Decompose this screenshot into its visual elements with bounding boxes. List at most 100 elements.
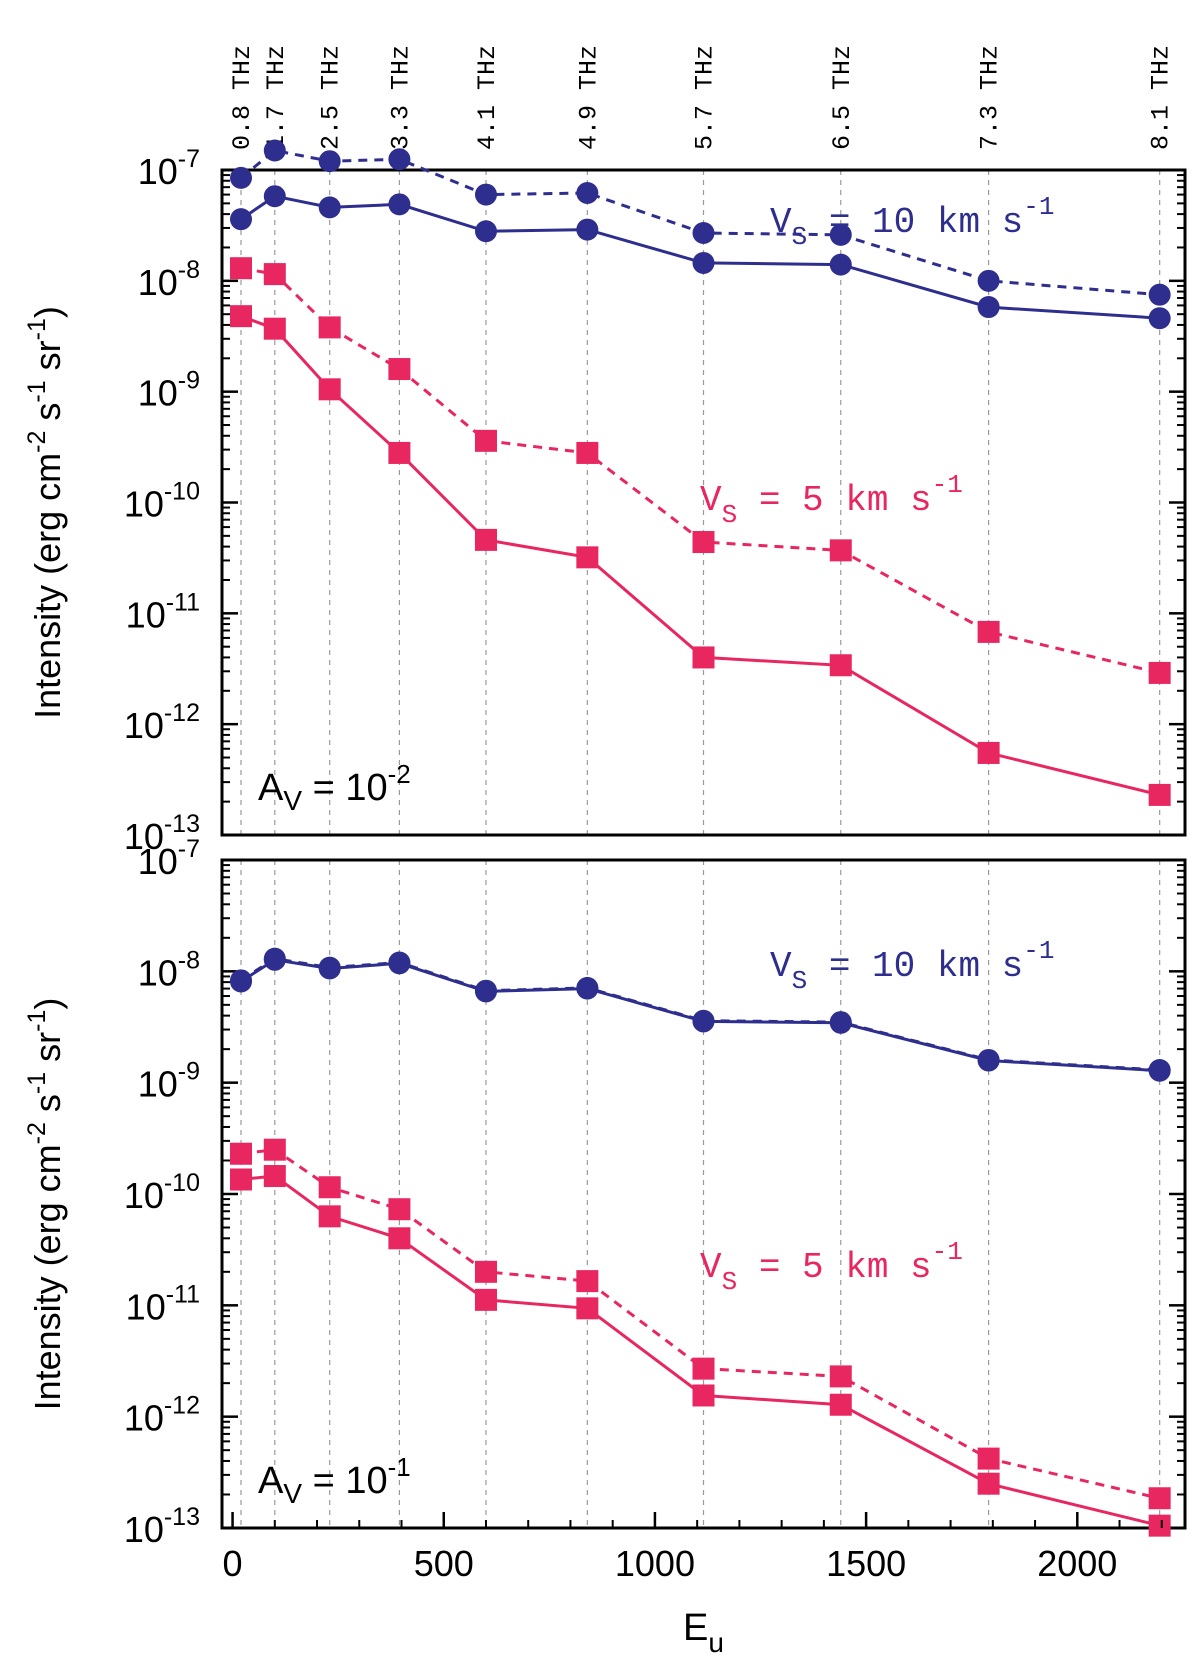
data-point-Vs10-solid <box>263 948 286 971</box>
y-tick-label: 10-12 <box>124 1392 200 1439</box>
data-point-Vs10-dashed <box>474 183 497 206</box>
data-point-Vs5-solid <box>263 317 286 340</box>
y-tick-label: 10-7 <box>138 145 200 192</box>
data-point-Vs10-solid <box>318 196 341 219</box>
data-point-Vs5-dashed <box>318 1176 341 1199</box>
data-point-Vs5-solid <box>388 1227 411 1250</box>
data-point-Vs5-solid <box>230 1168 253 1191</box>
data-point-Vs5-solid <box>576 546 599 569</box>
top-freq-label: 7.3 THz <box>976 45 1005 150</box>
y-tick-label: 10-13 <box>124 1503 200 1550</box>
series-line-Vs10-dashed <box>240 148 1160 297</box>
y-axis-label: Intensity (erg cm-2 s-1 sr-1) <box>23 306 68 719</box>
data-point-Vs10-dashed <box>263 139 286 162</box>
top-freq-label: 6.5 THz <box>828 45 857 150</box>
top-freq-label: 8.1 THz <box>1147 45 1176 150</box>
y-tick-label: 10-13 <box>124 810 200 857</box>
data-point-Vs10-solid <box>388 952 411 975</box>
data-point-Vs5-solid <box>318 378 341 401</box>
data-point-Vs5-dashed <box>977 620 1000 643</box>
data-point-Vs10-dashed <box>318 150 341 173</box>
series-annotation: VS = 5 km s-1 <box>700 470 963 530</box>
y-axis-label: Intensity (erg cm-2 s-1 sr-1) <box>23 998 68 1411</box>
y-tick-label: 10-11 <box>126 588 200 635</box>
x-tick-label: 0 <box>223 1543 243 1584</box>
y-tick-label: 10-11 <box>126 1280 200 1327</box>
data-point-Vs5-dashed <box>230 257 253 280</box>
data-point-Vs10-solid <box>576 218 599 241</box>
data-point-Vs10-solid <box>388 193 411 216</box>
series-line-Vs10-solid <box>240 194 1160 320</box>
data-point-Vs5-solid <box>829 1393 852 1416</box>
data-point-Vs5-solid <box>1148 783 1171 806</box>
data-point-Vs5-solid <box>388 441 411 464</box>
data-point-Vs10-solid <box>829 253 852 276</box>
data-point-Vs10-solid <box>318 957 341 980</box>
panel-top: 10-13 10-12 10-11 10-10 10-9 10-8 10-7 Intensit… <box>23 139 1187 857</box>
y-tick-label: 10-7 <box>138 835 200 882</box>
data-point-Vs10-dashed <box>977 269 1000 292</box>
y-tick-label: 10-9 <box>138 367 200 414</box>
data-point-Vs5-dashed <box>230 1142 253 1165</box>
data-point-Vs10-solid <box>576 977 599 1000</box>
data-point-Vs10-solid <box>977 296 1000 319</box>
x-tick-label: 1000 <box>615 1543 695 1584</box>
top-freq-label: 0.8 THz <box>228 45 257 150</box>
top-freq-label: 5.7 THz <box>691 45 720 150</box>
data-point-Vs5-dashed <box>263 1138 286 1161</box>
data-point-Vs10-solid <box>474 220 497 243</box>
data-point-Vs10-solid <box>1148 307 1171 330</box>
data-point-Vs5-dashed <box>388 358 411 381</box>
top-freq-label: 4.9 THz <box>574 45 603 150</box>
data-point-Vs5-dashed <box>263 263 286 286</box>
data-point-Vs5-solid <box>576 1297 599 1320</box>
y-tick-label: 10-10 <box>124 1169 200 1216</box>
data-point-Vs10-solid <box>1148 1059 1171 1082</box>
data-point-Vs5-dashed <box>576 441 599 464</box>
panel-bottom: 10-13 10-12 10-11 10-10 10-9 10-8 10-7 Intensit… <box>23 835 1187 1658</box>
y-tick-label: 10-9 <box>138 1058 200 1105</box>
data-point-Vs5-dashed <box>1148 661 1171 684</box>
data-point-Vs10-solid <box>692 1010 715 1033</box>
data-point-Vs5-solid <box>263 1165 286 1188</box>
data-point-Vs10-dashed <box>230 166 253 189</box>
top-freq-label: 4.1 THz <box>473 45 502 150</box>
series-annotation: VS = 10 km s-1 <box>770 936 1054 996</box>
series-line-Vs5-dashed <box>240 1148 1161 1500</box>
data-point-Vs10-dashed <box>692 222 715 245</box>
panel-label: AV = 10-1 <box>258 1452 411 1509</box>
y-tick-label: 10-8 <box>138 256 200 303</box>
series-line-Vs5-solid <box>240 1174 1161 1528</box>
series-annotation: VS = 5 km s-1 <box>700 1237 963 1297</box>
data-point-Vs5-solid <box>474 1288 497 1311</box>
series-line-Vs5-solid <box>240 314 1161 797</box>
top-freq-label: 3.3 THz <box>386 45 415 150</box>
data-point-Vs5-solid <box>1148 1514 1171 1537</box>
x-axis-label: Eu <box>683 1607 724 1658</box>
data-point-Vs5-dashed <box>829 1365 852 1388</box>
data-point-Vs5-dashed <box>977 1447 1000 1470</box>
data-point-Vs10-solid <box>263 185 286 208</box>
x-tick-label: 1500 <box>826 1543 906 1584</box>
data-point-Vs10-dashed <box>1148 283 1171 306</box>
data-point-Vs5-dashed <box>474 429 497 452</box>
data-point-Vs10-dashed <box>829 223 852 246</box>
x-tick-label: 2000 <box>1037 1543 1117 1584</box>
data-point-Vs10-solid <box>829 1011 852 1034</box>
data-point-Vs10-solid <box>977 1049 1000 1072</box>
data-point-Vs5-solid <box>692 1384 715 1407</box>
data-point-Vs10-solid <box>230 208 253 231</box>
y-tick-label: 10-10 <box>124 478 200 525</box>
data-point-Vs5-dashed <box>1148 1487 1171 1510</box>
top-freq-label: 2.5 THz <box>317 45 346 150</box>
data-point-Vs5-solid <box>977 1472 1000 1495</box>
data-point-Vs10-solid <box>692 251 715 274</box>
data-point-Vs10-solid <box>474 980 497 1003</box>
data-point-Vs10-solid <box>230 970 253 993</box>
data-point-Vs5-solid <box>474 528 497 551</box>
data-point-Vs5-solid <box>230 305 253 328</box>
panel-label: AV = 10-2 <box>258 759 411 816</box>
y-tick-label: 10-8 <box>138 946 200 993</box>
y-tick-label: 10-12 <box>124 699 200 746</box>
